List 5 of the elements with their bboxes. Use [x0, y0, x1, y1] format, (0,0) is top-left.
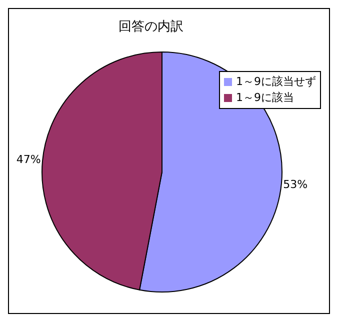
chart-title: 回答の内訳 [118, 20, 184, 34]
legend-label: 1～9に該当せず [236, 74, 316, 90]
data-label: 47% [16, 152, 41, 166]
data-label: 53% [283, 178, 308, 192]
legend-label: 1～9に該当 [236, 90, 294, 106]
